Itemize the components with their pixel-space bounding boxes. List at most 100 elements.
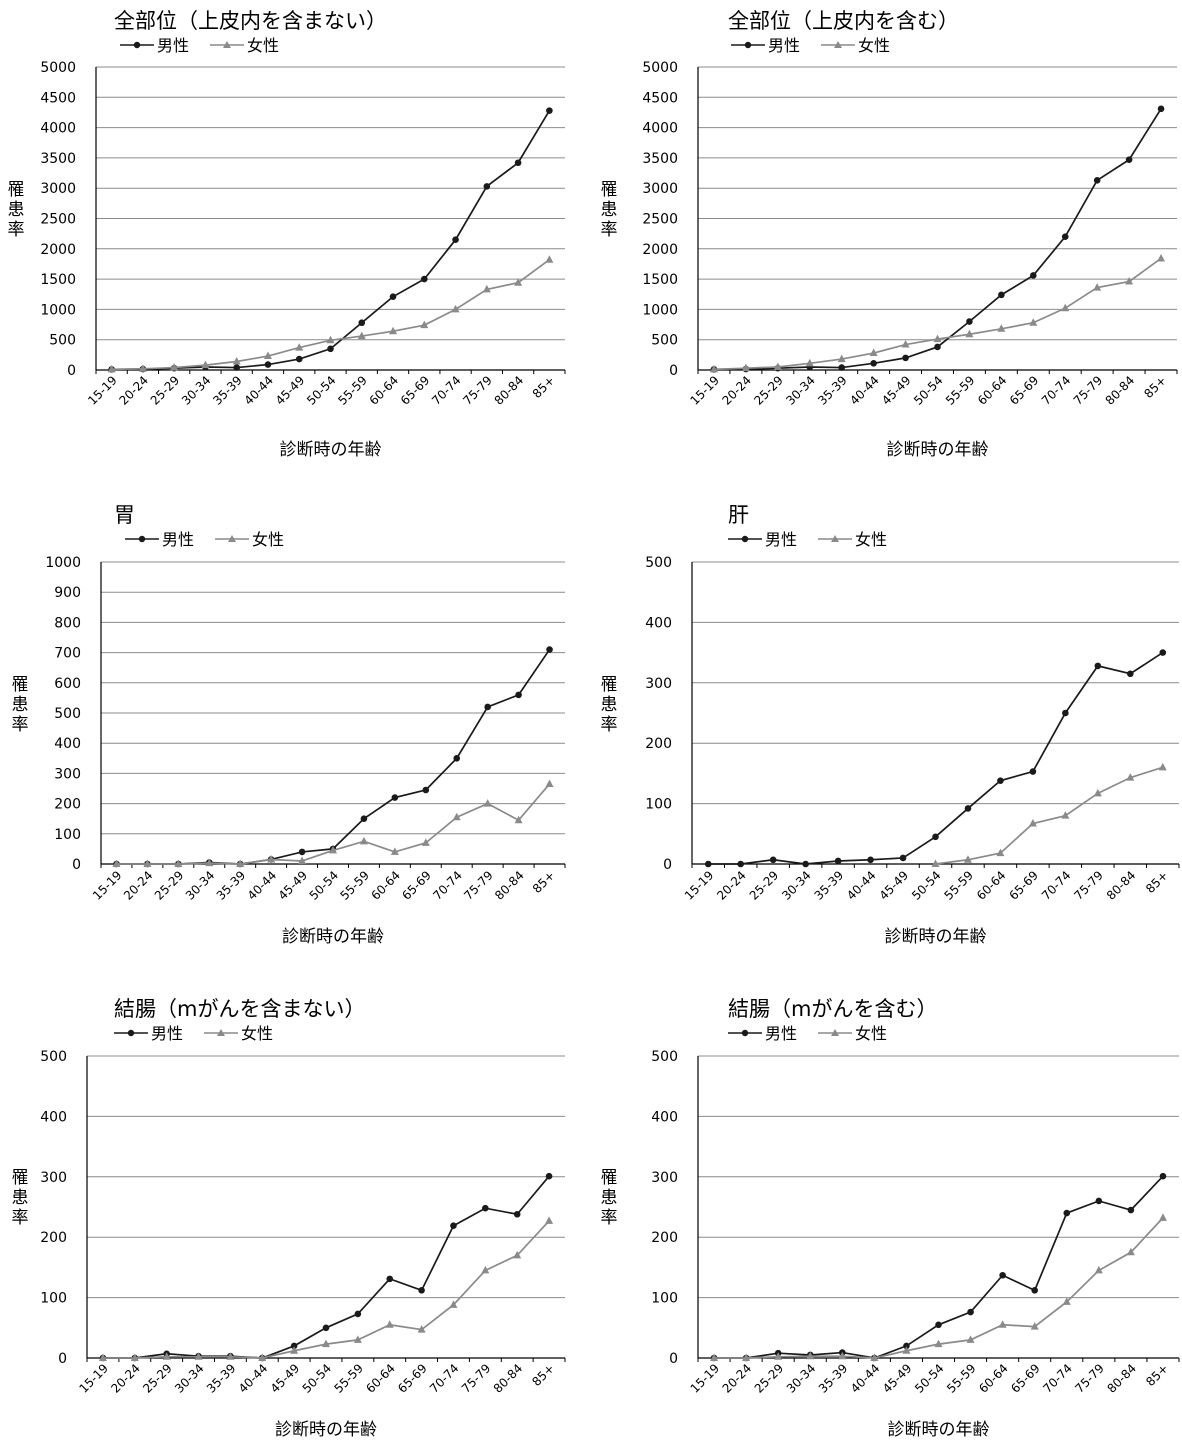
y-axis-label-char: 率 [12, 715, 29, 735]
chart-colon-excl: 結腸（mがんを含まない） 男性 女性 0 100 200 300 400 500 15-1920-… [12, 997, 566, 1440]
data-point-female [1094, 1265, 1103, 1274]
x-tick-label: 30-34 [179, 373, 214, 408]
series-male [99, 1172, 553, 1362]
y-tick-label: 2000 [642, 242, 678, 258]
chart-panel-colon-incl: 結腸（mがんを含む） 男性 女性 0 100 200 300 400 500 15-19 20-24… [591, 983, 1182, 1448]
data-point-male [290, 1342, 298, 1350]
x-tick-label: 80-84 [1104, 1361, 1139, 1396]
data-point-male [1159, 649, 1167, 656]
x-tick-label: 50-54 [304, 373, 339, 408]
data-point-female [545, 255, 554, 263]
x-tick-label: 75-79 [459, 1361, 494, 1396]
legend-marker-male [741, 1029, 749, 1037]
data-point-female [870, 1353, 879, 1361]
data-point-female [482, 284, 491, 293]
data-point-female [449, 1300, 458, 1308]
data-point-female [451, 304, 460, 313]
y-tick-label: 500 [49, 333, 76, 349]
y-axis-label-char: 率 [601, 1208, 618, 1228]
y-tick-label: 400 [40, 1109, 67, 1125]
data-point-female [420, 320, 429, 329]
y-tick-label: 200 [651, 1230, 678, 1246]
chart-all-sites-excl: 全部位（上皮内を含まない） 男性 女性 0 500 1000 1500 2000 2500 300… [8, 9, 566, 460]
x-tick-label: 20-24 [714, 868, 749, 903]
x-tick-label: 30-34 [183, 868, 218, 903]
data-point-female [806, 1351, 815, 1360]
data-point-male [514, 159, 522, 167]
x-tick-label: 65-69 [398, 373, 433, 408]
y-tick-label: 4000 [642, 121, 678, 137]
x-tick-label: 25-29 [752, 1361, 787, 1396]
data-point-male [513, 1210, 521, 1218]
data-point-male [1094, 662, 1102, 670]
series-line [116, 649, 551, 865]
x-tick-label: 50-54 [307, 868, 342, 903]
data-point-male [934, 343, 941, 351]
data-point-female [774, 1352, 783, 1360]
x-tick-label: 75-79 [1072, 1361, 1107, 1396]
data-point-female [1157, 253, 1166, 262]
x-tick-label: 60-64 [368, 868, 403, 903]
data-point-male [1127, 670, 1134, 678]
data-point-female [194, 1352, 203, 1360]
data-point-female [263, 351, 272, 360]
legend-label-male: 男性 [151, 1024, 183, 1043]
data-point-male [233, 364, 240, 371]
data-point-female [514, 278, 523, 286]
data-point-female [357, 331, 366, 340]
x-tick-label: 45-49 [880, 1361, 915, 1396]
x-tick-label: 85+ [1143, 1361, 1171, 1389]
series-line [111, 259, 550, 371]
legend: 男性 女性 [120, 36, 279, 55]
y-tick-label: 800 [54, 615, 81, 631]
y-axis-label: 罹患率 [12, 675, 29, 735]
y-tick-label: 300 [651, 1170, 678, 1186]
x-tick-label: 55-59 [944, 1361, 979, 1396]
legend-marker-male [744, 41, 752, 49]
data-point-female [997, 324, 1006, 332]
chart-colon-incl: 結腸（mがんを含む） 男性 女性 0 100 200 300 400 500 15-1920-24… [601, 997, 1180, 1440]
data-point-female [417, 1325, 426, 1333]
legend-label-male: 男性 [765, 530, 797, 549]
data-point-male [452, 236, 459, 244]
x-tick-label: 50-54 [300, 1361, 335, 1396]
data-point-male [1061, 233, 1069, 240]
data-point-female [483, 799, 492, 807]
series-female [107, 255, 554, 373]
data-point-male [1095, 1197, 1103, 1205]
chart-liver: 肝男性 女性 0 100 200 300 400 500 15-1920-2425-2930-3… [601, 503, 1180, 947]
x-tick-label: 60-64 [975, 373, 1010, 408]
x-tick-label: 30-34 [783, 373, 818, 408]
series-line [714, 1175, 1164, 1359]
data-point-female [1061, 811, 1070, 819]
data-point-male [358, 319, 366, 327]
x-tick-label: 70-74 [1039, 868, 1074, 903]
series-line [714, 1217, 1164, 1359]
y-tick-label: 0 [67, 363, 76, 379]
data-point-female [205, 858, 214, 867]
data-point-female [1126, 773, 1135, 781]
data-point-male [1127, 1206, 1135, 1214]
chart-all-sites-incl: 全部位（上皮内を含む） 男性 女性 0 500 1000 1500 2000 2500 3000 3… [601, 9, 1178, 460]
data-point-male [515, 691, 522, 699]
data-point-female [966, 1335, 975, 1343]
x-axis-label: 診断時の年齢 [887, 440, 989, 460]
legend-marker-female [223, 41, 231, 48]
data-point-female [513, 1250, 522, 1259]
data-point-female [901, 340, 910, 348]
y-tick-label: 300 [54, 766, 81, 782]
x-tick-label: 15-19 [85, 373, 120, 408]
data-point-male [967, 1308, 974, 1316]
data-point-male [838, 364, 845, 371]
data-point-male [546, 646, 553, 653]
data-point-female [1093, 283, 1102, 291]
x-tick-label: 65-69 [1007, 373, 1042, 408]
chart-title: 肝 [728, 503, 749, 527]
y-tick-label: 0 [72, 857, 81, 873]
data-point-female [138, 364, 147, 372]
series-line [713, 257, 1162, 371]
x-tick-label: 20-24 [108, 1361, 143, 1396]
data-point-male [998, 291, 1005, 299]
y-tick-label: 900 [54, 585, 81, 601]
x-tick-label: 50-54 [911, 373, 946, 408]
